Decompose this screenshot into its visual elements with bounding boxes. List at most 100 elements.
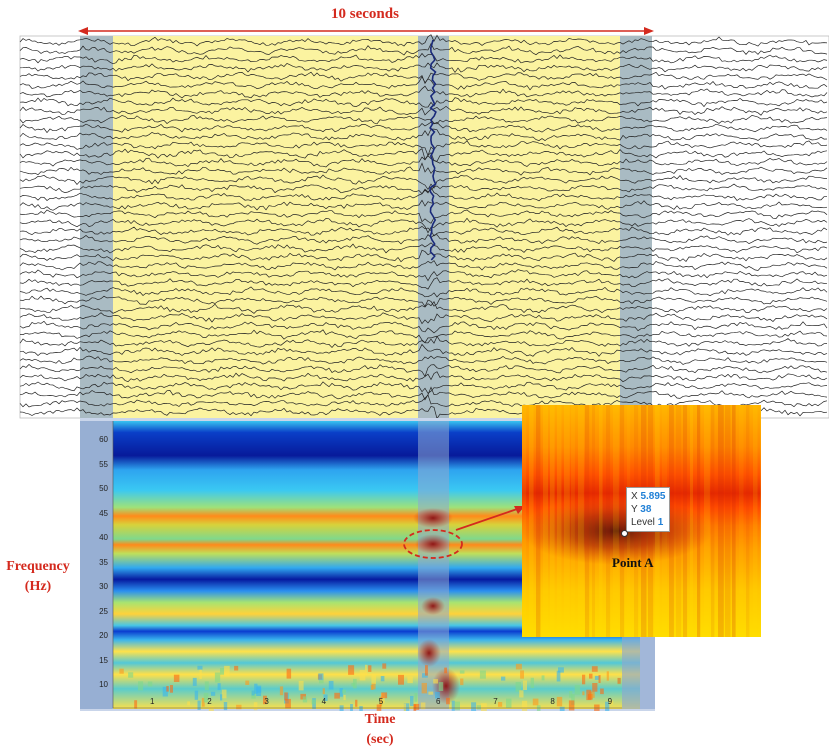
- zoom-stripe: [620, 405, 625, 637]
- spectrogram-texture-cell: [435, 691, 440, 699]
- spectrogram-texture-cell: [506, 698, 512, 708]
- eeg-channel-trace: [19, 209, 828, 224]
- spectrogram-texture-cell: [201, 697, 205, 707]
- x-tick-label: 9: [607, 697, 613, 706]
- spectrogram-texture-cell: [582, 691, 585, 696]
- spectrogram-texture-cell: [382, 663, 387, 669]
- eeg-channel-trace: [19, 174, 827, 191]
- spectrogram-texture-cell: [210, 691, 216, 696]
- spectrogram-texture-cell: [594, 675, 600, 680]
- zoom-stripe: [711, 405, 715, 637]
- spectrogram-texture-cell: [606, 671, 609, 681]
- spectrogram-texture-cell: [521, 700, 528, 711]
- spectrogram-texture-cell: [530, 677, 534, 688]
- spectrogram-texture-cell: [568, 700, 575, 711]
- eeg-channel-trace: [19, 371, 828, 383]
- spectrogram-texture-cell: [223, 702, 228, 711]
- eeg-channel-trace: [19, 217, 828, 234]
- spectrogram-texture-cell: [515, 663, 522, 670]
- spectrogram-texture-cell: [421, 682, 427, 694]
- eeg-channel-trace: [19, 286, 828, 298]
- spectrogram-texture-cell: [569, 691, 573, 698]
- eeg-channel-trace: [19, 121, 828, 134]
- spectrogram-texture-cell: [204, 681, 209, 691]
- spectrogram-texture-cell: [425, 665, 428, 676]
- spectrogram-texture-cell: [221, 689, 227, 699]
- zoom-stripe: [550, 405, 555, 637]
- y-tick-label: 45: [99, 508, 108, 518]
- datatip-y-row: Y 38: [631, 503, 665, 516]
- eeg-channel-trace: [19, 355, 828, 365]
- spectrogram-texture-cell: [214, 672, 221, 683]
- eeg-channel-trace: [19, 295, 828, 308]
- spectrogram-texture-cell: [348, 665, 355, 675]
- spectrogram-texture-cell: [541, 675, 545, 681]
- spectrogram-texture-cell: [381, 693, 385, 704]
- zoom-stripe: [599, 405, 603, 637]
- eeg-channel-trace: [19, 394, 828, 408]
- spectrogram-texture-cell: [166, 686, 169, 692]
- spectrogram-texture-cell: [224, 665, 230, 677]
- datatip-x-label: X: [631, 491, 638, 502]
- spectrogram-texture-cell: [138, 681, 144, 691]
- spectrogram-texture-cell: [311, 699, 316, 705]
- spectrogram-texture-cell: [343, 694, 346, 701]
- spectrogram-texture-cell: [199, 669, 202, 679]
- duration-label: 10 seconds: [331, 6, 399, 22]
- zoom-stripe: [753, 405, 758, 637]
- datatip-level-label: Level: [631, 517, 655, 528]
- y-axis-title: Frequency (Hz): [0, 557, 76, 597]
- zoom-stripe: [683, 405, 688, 637]
- x-axis-title: Time (sec): [340, 710, 420, 750]
- spectrogram-texture-cell: [350, 704, 353, 711]
- eeg-channel-trace: [19, 85, 828, 99]
- zoom-stripe: [697, 405, 701, 637]
- spectrogram-texture-cell: [236, 704, 242, 710]
- y-axis-title-line1: Frequency: [6, 559, 70, 574]
- spectrogram-texture-cell: [319, 680, 324, 684]
- spectrogram-texture-cell: [217, 683, 221, 690]
- spectrogram-hotspot-25: [421, 597, 445, 615]
- zoom-stripe: [592, 405, 596, 637]
- spectrogram-texture-cell: [234, 665, 239, 671]
- spectrogram-texture-cell: [128, 672, 134, 678]
- spectrogram-texture-cell: [285, 698, 291, 709]
- spectrogram-texture-cell: [359, 706, 363, 711]
- zoom-stripe: [690, 405, 694, 637]
- spectrogram-texture-cell: [605, 701, 610, 711]
- spectrogram-texture-cell: [501, 676, 506, 681]
- spectrogram-texture-cell: [451, 700, 455, 711]
- eeg-channel-trace: [19, 269, 828, 282]
- datatip-y-label: Y: [631, 504, 638, 515]
- eeg-channel-trace: [19, 97, 828, 108]
- zoom-stripe: [557, 405, 562, 637]
- spectrogram-texture-cell: [556, 670, 561, 682]
- spectrogram-texture-cell: [410, 695, 414, 707]
- spectrogram-texture-cell: [245, 680, 250, 685]
- spectrogram-texture-cell: [479, 670, 486, 679]
- zoom-stripe: [571, 405, 575, 637]
- y-tick-label: 35: [99, 557, 108, 567]
- datatip-marker: [621, 530, 628, 537]
- spectrogram-texture-cell: [460, 678, 464, 686]
- y-tick-label: 60: [99, 435, 108, 444]
- x-tick-label: 6: [436, 697, 441, 706]
- x-axis-title-line2: (sec): [366, 732, 394, 747]
- spectrogram-texture-cell: [194, 690, 199, 700]
- x-tick-label: 4: [321, 697, 327, 706]
- spectrogram-texture-cell: [398, 674, 404, 685]
- spectrogram-texture-cell: [365, 664, 368, 676]
- eeg-channel-trace: [19, 277, 828, 290]
- y-tick-label: 55: [99, 459, 108, 469]
- spectrogram-texture-cell: [173, 674, 180, 682]
- spectrogram-texture-cell: [600, 688, 604, 695]
- spectrogram-texture-cell: [433, 679, 438, 684]
- zoom-panel: X 5.895 Y 38 Level 1 Point A: [522, 405, 761, 637]
- zoom-stripe: [676, 405, 682, 637]
- y-tick-label: 50: [99, 484, 108, 493]
- eeg-channel-trace: [19, 52, 828, 65]
- eeg-channel-trace: [19, 105, 828, 116]
- eeg-channel-trace: [19, 42, 828, 56]
- zoom-stripe: [536, 405, 541, 637]
- eeg-channel-trace: [19, 148, 828, 162]
